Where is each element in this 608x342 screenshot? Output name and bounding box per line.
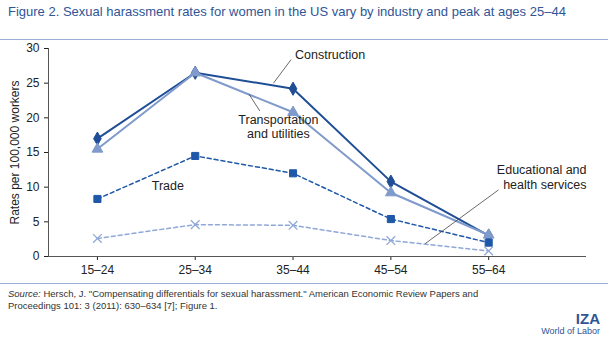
- html-text:Source: Hersch, J. "Compensati: Source: Hersch, J. "Compensating differe…: [8, 288, 479, 311]
- svg-text:15: 15: [26, 145, 40, 159]
- svg-text:10: 10: [26, 180, 40, 194]
- svg-text:25: 25: [26, 76, 40, 90]
- svg-text:15–24: 15–24: [81, 263, 115, 277]
- svg-text:45–54: 45–54: [374, 263, 408, 277]
- svg-text:0: 0: [33, 249, 40, 263]
- svg-text:Transportationand utilities: Transportationand utilities: [238, 113, 318, 141]
- svg-text:5: 5: [33, 215, 40, 229]
- html-text:Figure 2. Sexual harassment ra: Figure 2. Sexual harassment rates for wo…: [8, 4, 566, 19]
- svg-text:55–64: 55–64: [472, 263, 506, 277]
- svg-text:30: 30: [26, 41, 40, 55]
- svg-text:Trade: Trade: [152, 179, 184, 193]
- svg-text:25–34: 25–34: [179, 263, 213, 277]
- svg-text:35–44: 35–44: [276, 263, 310, 277]
- svg-text:Rates per 100,000 workers: Rates per 100,000 workers: [8, 80, 22, 224]
- svg-text:20: 20: [26, 111, 40, 125]
- svg-text:Construction: Construction: [295, 48, 365, 62]
- svg-text:Educational andhealth services: Educational andhealth services: [497, 163, 587, 191]
- html-text:IZA: IZA: [575, 310, 600, 327]
- html-text:World of Labor: World of Labor: [541, 326, 600, 336]
